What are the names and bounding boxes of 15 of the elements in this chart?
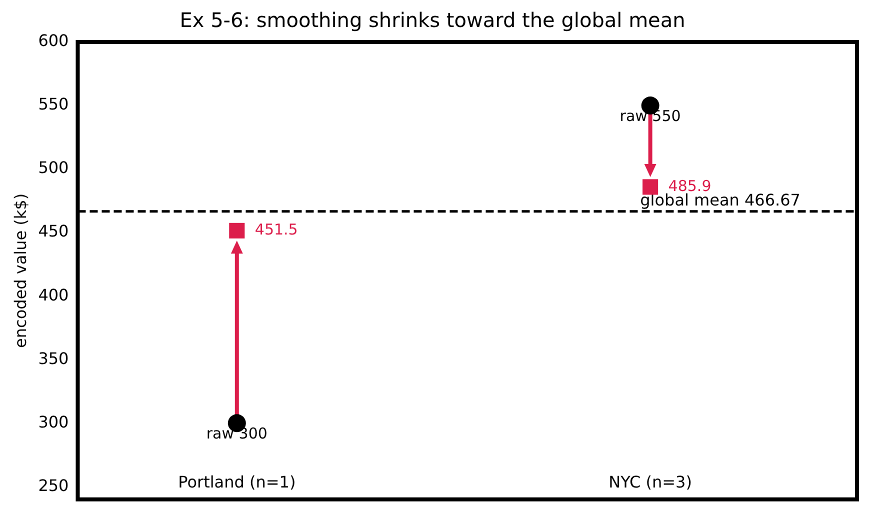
y-tick-label: 450 — [38, 222, 69, 241]
y-tick-label: 550 — [38, 94, 69, 114]
data-label: raw 300 — [206, 424, 268, 443]
y-tick-label: 350 — [38, 348, 69, 368]
y-tick-label: 250 — [38, 476, 69, 495]
x-tick-label: NYC (n=3) — [608, 472, 692, 492]
y-tick-label: 500 — [38, 158, 69, 178]
point — [229, 222, 245, 238]
y-axis-title: encoded value (k$) — [10, 193, 30, 348]
y-tick-label: 300 — [38, 412, 69, 432]
y-tick-label: 600 — [38, 31, 69, 50]
data-label: 451.5 — [254, 220, 298, 239]
chart-title: Ex 5-6: smoothing shrinks toward the global mean — [180, 8, 686, 32]
y-tick-label: 400 — [38, 285, 69, 304]
x-tick-label: Portland (n=1) — [178, 472, 296, 492]
